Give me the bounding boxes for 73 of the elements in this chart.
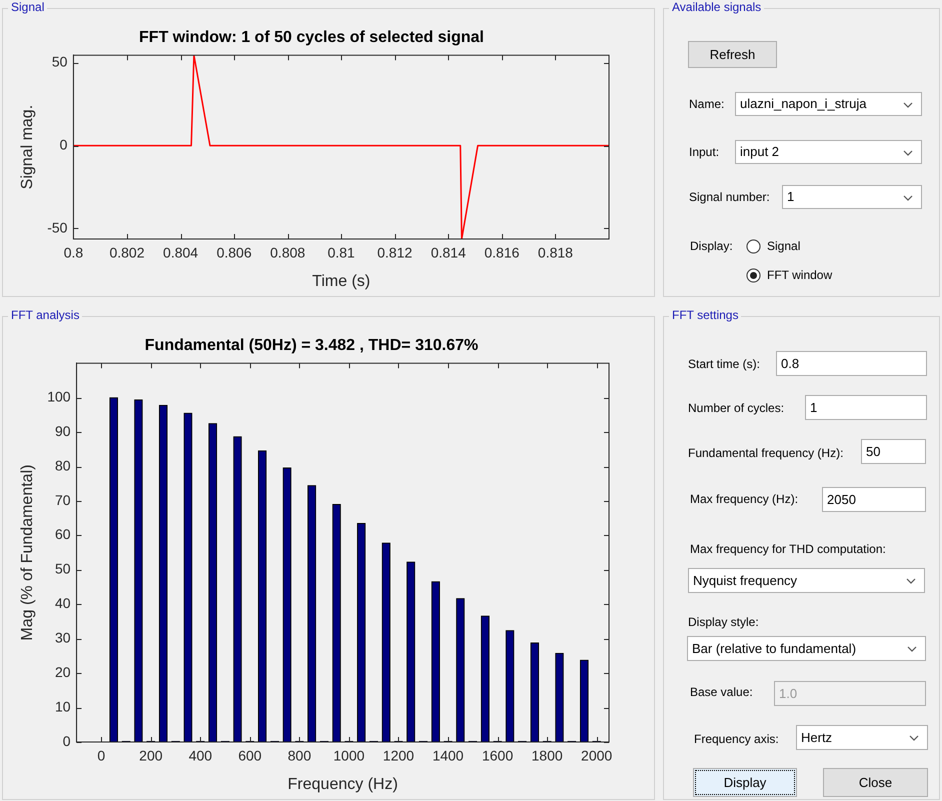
text: FFT settings: [669, 308, 742, 322]
y-tick-label: 70: [54, 492, 71, 508]
chart-title: Fundamental (50Hz) = 3.482 , THD= 310.67%: [144, 337, 478, 354]
y-tick-label: 10: [54, 698, 71, 714]
button: Close: [823, 768, 928, 797]
text: Number of cycles:: [688, 400, 784, 417]
x-tick-label: 0.814: [430, 244, 466, 260]
text: Available signals: [669, 0, 764, 14]
text: Max frequency (Hz):: [690, 491, 798, 508]
y-tick-label: 60: [54, 526, 71, 542]
text: Max frequency for THD computation:: [690, 541, 886, 558]
text-field: 50: [861, 439, 926, 464]
x-tick-label: 600: [238, 747, 262, 764]
text-field: 1: [805, 395, 927, 420]
text: Signal number:: [689, 189, 770, 206]
chart-title: FFT window: 1 of 50 cycles of selected signal: [139, 29, 484, 46]
x-tick-label: 0.804: [163, 244, 198, 260]
text-field: 0.8: [776, 351, 927, 376]
dropdown: input 2: [735, 140, 922, 164]
y-tick-label: 50: [52, 54, 68, 70]
y-axis-title: Signal mag.: [19, 104, 36, 190]
y-tick-label: -50: [47, 219, 68, 236]
y-tick-label: 80: [54, 457, 71, 474]
text: Input:: [689, 144, 720, 161]
dropdown: 1: [782, 185, 922, 209]
x-tick-label: 0.81: [328, 244, 356, 260]
text: Display style:: [688, 614, 759, 631]
dropdown: Bar (relative to fundamental): [687, 636, 926, 661]
x-tick-label: 800: [288, 747, 312, 764]
x-tick-label: 1400: [432, 747, 464, 764]
y-axis-title: Mag (% of Fundamental): [19, 464, 36, 641]
x-tick-label: 0: [97, 747, 106, 764]
y-tick-label: 0: [60, 136, 68, 152]
text: Frequency axis:: [694, 731, 779, 748]
y-tick-label: 90: [54, 422, 71, 439]
y-tick-label: 50: [54, 560, 71, 577]
y-tick-label: 40: [54, 595, 71, 612]
text: FFT window: [767, 268, 832, 282]
x-tick-label: 1200: [382, 747, 414, 764]
x-tick-label: 0.8: [64, 244, 84, 260]
text: Signal: [767, 239, 800, 253]
x-tick-label: 0.802: [109, 244, 145, 260]
x-tick-label: 0.818: [538, 244, 574, 260]
x-tick-label: 2000: [581, 747, 612, 764]
text: Fundamental frequency (Hz):: [688, 445, 844, 462]
x-axis-title: Frequency (Hz): [288, 776, 398, 793]
x-tick-label: 0.808: [270, 244, 306, 260]
x-axis-title: Time (s): [312, 272, 370, 290]
text: Start time (s):: [688, 356, 760, 373]
x-tick-label: 1600: [482, 747, 514, 764]
y-tick-label: 0: [62, 732, 71, 749]
text-field: 1.0: [774, 681, 926, 706]
text: Base value:: [690, 684, 753, 701]
x-tick-label: 0.812: [377, 244, 412, 260]
x-tick-label: 1800: [532, 747, 563, 764]
text: Signal: [8, 0, 48, 14]
x-tick-label: 0.806: [216, 244, 252, 260]
dropdown: ulazni_napon_i_struja: [735, 92, 922, 116]
y-tick-label: 100: [47, 388, 71, 404]
text: Display:: [690, 238, 733, 255]
button: Refresh: [688, 41, 777, 68]
x-tick-label: 200: [139, 747, 163, 764]
x-tick-label: 1000: [333, 747, 365, 764]
x-tick-label: 0.816: [484, 244, 520, 260]
button: Display: [693, 768, 797, 797]
dropdown: Nyquist frequency: [688, 568, 925, 593]
text: Name:: [689, 96, 724, 113]
text: FFT analysis: [8, 308, 82, 322]
dropdown: Hertz: [796, 725, 928, 750]
y-tick-label: 20: [54, 664, 71, 680]
text-field: 2050: [822, 487, 926, 512]
x-tick-label: 400: [188, 747, 212, 764]
y-tick-label: 30: [54, 630, 71, 646]
